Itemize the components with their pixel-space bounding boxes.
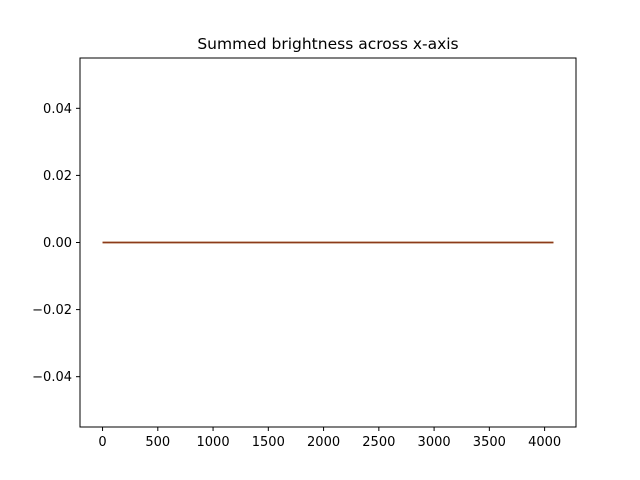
x-tick-label: 2500 xyxy=(362,435,395,450)
y-axis: −0.04 −0.02 0.00 0.02 0.04 xyxy=(32,102,80,385)
y-tick-label: 0.02 xyxy=(43,169,72,184)
x-tick-label: 4000 xyxy=(528,435,561,450)
x-tick-label: 500 xyxy=(145,435,170,450)
x-tick-label: 3500 xyxy=(473,435,506,450)
chart-title: Summed brightness across x-axis xyxy=(197,35,458,53)
y-tick-label: 0.00 xyxy=(43,236,72,251)
x-tick-label: 0 xyxy=(98,435,106,450)
y-tick-label: 0.04 xyxy=(43,102,72,117)
x-tick-label: 1500 xyxy=(252,435,285,450)
x-axis: 0 500 1000 1500 2000 2500 3000 3500 4000 xyxy=(98,427,561,450)
x-tick-label: 1000 xyxy=(197,435,230,450)
x-tick-label: 3000 xyxy=(418,435,451,450)
x-tick-label: 2000 xyxy=(307,435,340,450)
y-tick-label: −0.02 xyxy=(32,303,72,318)
y-tick-label: −0.04 xyxy=(32,370,72,385)
